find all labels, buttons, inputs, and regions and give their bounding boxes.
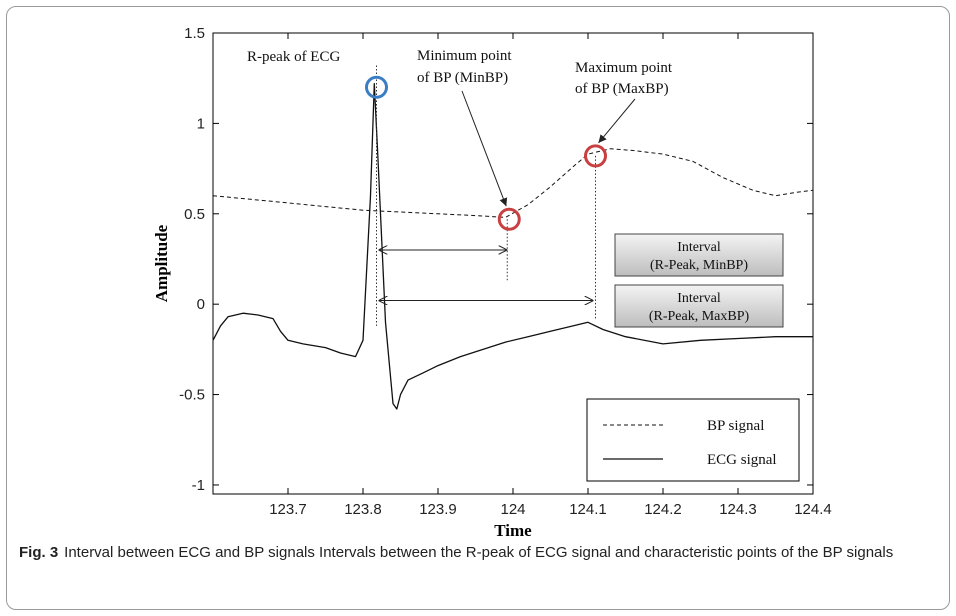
maxbp-marker	[584, 144, 607, 168]
interval-minbp-box-line2: (R-Peak, MinBP)	[650, 258, 748, 273]
minbp-annotation-line2: of BP (MinBP)	[417, 70, 508, 86]
interval-maxbp-box-line2: (R-Peak, MaxBP)	[649, 309, 750, 324]
maxbp-annotation-line1: Maximum point	[575, 60, 673, 76]
chart: 123.7 123.8 123.9 124 124.1 124.2 124.3 124.4 1.…	[152, 25, 832, 537]
x-tick-label: 124	[500, 501, 525, 518]
rpeak-annotation: R-peak of ECG	[247, 49, 340, 65]
minbp-annotation-line1: Minimum point	[417, 48, 512, 64]
interval-minbp-box	[614, 233, 784, 277]
x-tick-label: 124.2	[644, 501, 682, 518]
interval-minbp-box-line1: Interval	[677, 240, 721, 255]
x-tick-label: 123.8	[344, 501, 382, 518]
x-tick-label: 123.7	[269, 501, 307, 518]
legend-ecg-label: ECG signal	[707, 452, 777, 468]
y-tick-label: 0	[197, 296, 205, 313]
maxbp-annotation-line2: of BP (MaxBP)	[575, 81, 669, 97]
rpeak-marker	[365, 75, 388, 99]
x-tick-label: 124.3	[719, 501, 757, 518]
figure-frame: 123.7 123.8 123.9 124 124.1 124.2 124.3 124.4 1.…	[6, 6, 950, 610]
x-tick-label: 124.1	[569, 501, 607, 518]
y-tick-label: 0.5	[184, 206, 205, 223]
legend-bp-label: BP signal	[707, 418, 764, 434]
x-tick-label: 124.4	[794, 501, 832, 518]
legend-box	[586, 398, 800, 482]
x-axis-label: Time	[494, 521, 532, 537]
figure-caption: Fig. 3 Interval between ECG and BP signal…	[19, 543, 939, 563]
minbp-marker	[497, 207, 521, 231]
caption-text: Interval between ECG and BP signals Inte…	[64, 544, 894, 561]
interval-maxbp-box	[614, 284, 784, 328]
y-axis-label: Amplitude	[152, 224, 171, 302]
caption-label: Fig. 3	[19, 544, 59, 561]
y-tick-label: 1.5	[184, 25, 205, 42]
y-tick-label: -1	[192, 477, 205, 494]
interval-maxbp-box-line1: Interval	[677, 291, 721, 306]
y-tick-label: -0.5	[179, 387, 205, 404]
minbp-pointer-arrow	[461, 90, 508, 207]
maxbp-pointer-arrow	[598, 98, 636, 144]
y-tick-label: 1	[197, 115, 205, 132]
bp-signal-line	[212, 148, 814, 218]
ecg-signal-line	[212, 82, 813, 410]
x-tick-label: 123.9	[419, 501, 457, 518]
